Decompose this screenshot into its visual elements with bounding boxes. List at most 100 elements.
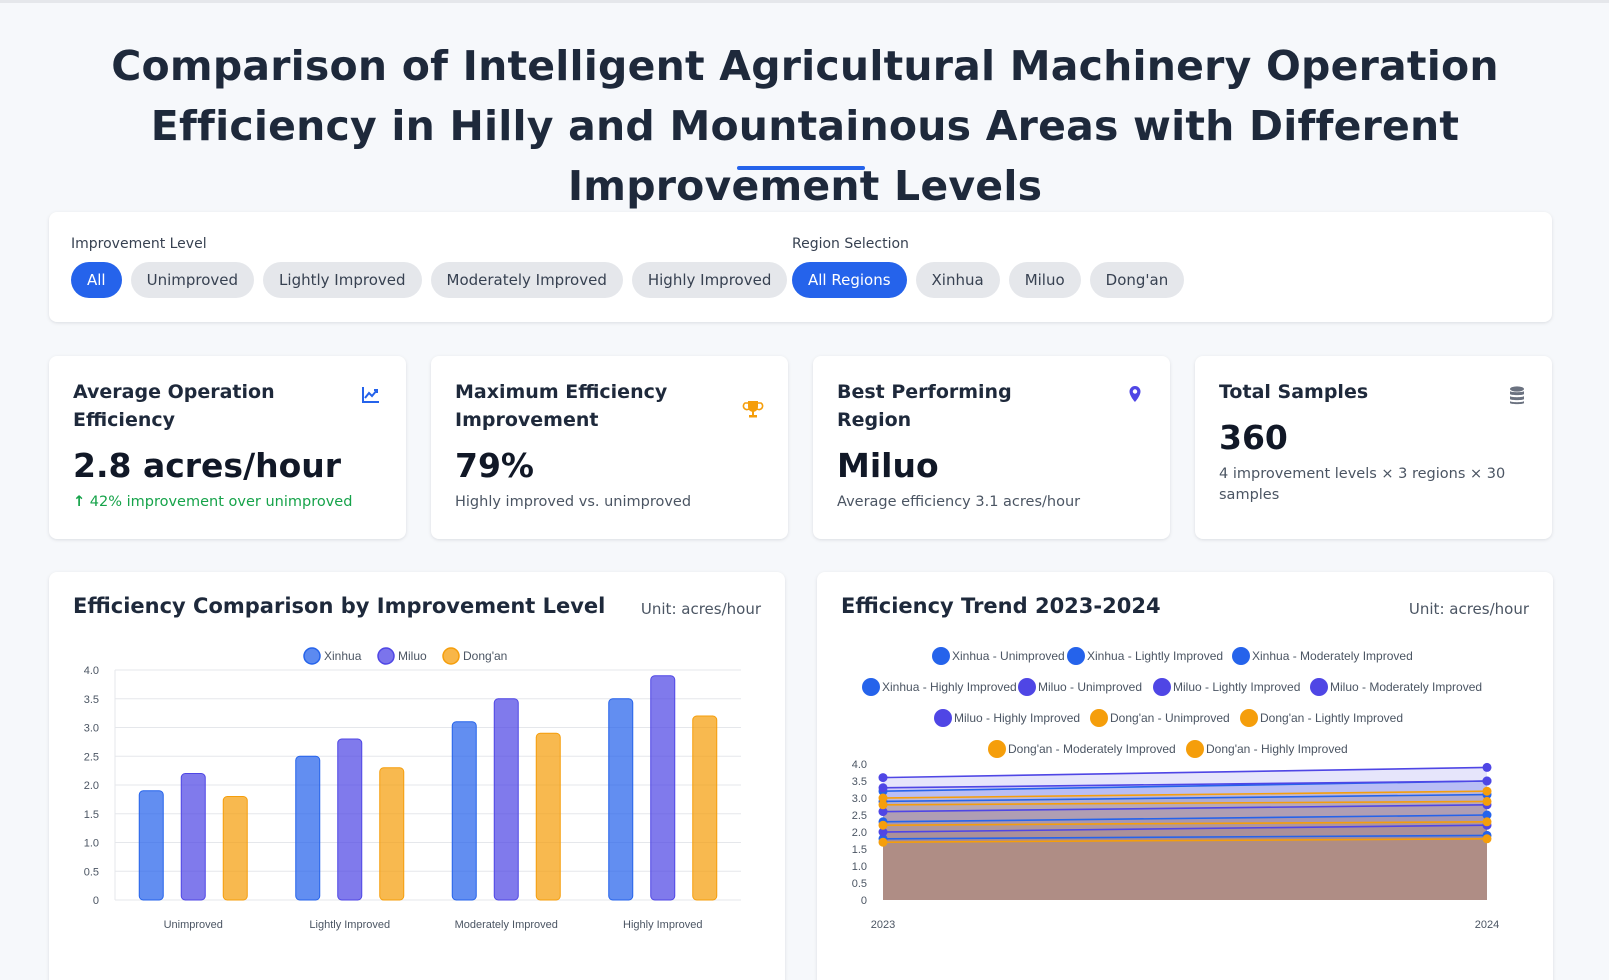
stat-card-best-region: Best Performing Region Miluo Average eff… (813, 356, 1170, 539)
x-tick-label: Lightly Improved (309, 919, 390, 931)
y-tick-label: 0 (93, 895, 99, 907)
point-dong-an-lightly-improved-2023 (878, 820, 888, 830)
bar-xinhua-highly-improved (608, 698, 634, 901)
stat-card-average-efficiency: Average Operation Efficiency 2.8 acres/h… (49, 356, 406, 539)
legend-label-xinhua-unimproved: Xinhua - Unimproved (952, 649, 1065, 663)
line-dong-an-highly-improved (882, 790, 1488, 799)
point-dong-an-unimproved-2023 (878, 837, 888, 847)
line-miluo-unimproved (882, 824, 1488, 833)
improvement-option-lightly-improved[interactable]: Lightly Improved (263, 262, 422, 298)
bar-chart-title: Efficiency Comparison by Improvement Lev… (73, 594, 606, 618)
legend-label-dong-an: Dong'an (463, 649, 507, 663)
y-tick-label: 3.0 (84, 723, 99, 735)
line-miluo-lightly-improved (882, 804, 1488, 813)
point-miluo-lightly-improved-2023 (878, 807, 888, 817)
bar-chart-legend: Xinhua Miluo Dong'an (303, 647, 507, 665)
region-option-xinhua[interactable]: Xinhua (915, 262, 1000, 298)
improvement-option-highly-improved[interactable]: Highly Improved (631, 262, 788, 298)
bar-dong-an-moderately-improved (535, 732, 561, 901)
bar-chart-card: Xinhua Miluo Dong'an 0 0.5 1.0 1.5 2.0 2.5 3.0 3.5… (49, 572, 785, 980)
area-miluo-highly-improved (883, 767, 1487, 900)
trend-chart-card: Xinhua - Unimproved Xinhua - Lightly Impr… (817, 572, 1553, 980)
stat-note: Average efficiency 3.1 acres/hour (837, 494, 1081, 510)
stat-value: 2.8 acres/hour (73, 446, 342, 485)
bar-xinhua-unimproved (138, 790, 164, 901)
bar-miluo-highly-improved (650, 675, 676, 901)
y-tick-label: 3.5 (84, 694, 99, 706)
x-tick-label: 2024 (1475, 919, 1499, 931)
improvement-option-all[interactable]: All (71, 262, 122, 298)
stat-value: 360 (1219, 418, 1288, 457)
line-xinhua-moderately-improved (882, 793, 1488, 803)
filter-panel: Improvement Level All Unimproved Lightly I… (49, 212, 1552, 322)
line-xinhua-lightly-improved (882, 814, 1488, 823)
bar-dong-an-unimproved (222, 796, 248, 901)
stat-title: Average Operation Efficiency (73, 381, 275, 431)
point-xinhua-lightly-improved-2024 (1482, 810, 1492, 820)
legend-label-miluo-unimproved: Miluo - Unimproved (1038, 680, 1142, 694)
point-dong-an-moderately-improved-2024 (1482, 796, 1492, 806)
point-miluo-moderately-improved-2023 (878, 783, 888, 793)
y-tick-label: 0.5 (84, 866, 99, 878)
legend-swatch-miluo (377, 647, 395, 665)
y-tick-label: 2.5 (852, 810, 867, 822)
y-tick-label: 1.5 (852, 844, 867, 856)
legend-swatch-xinhua-lightly-improved (1067, 647, 1085, 665)
x-tick-label: 2023 (871, 919, 895, 931)
area-miluo-lightly-improved (883, 804, 1487, 900)
improvement-option-moderately-improved[interactable]: Moderately Improved (430, 262, 623, 298)
y-tick-label: 2.0 (852, 827, 867, 839)
y-tick-label: 2.0 (84, 780, 99, 792)
legend-label-miluo-highly-improved: Miluo - Highly Improved (954, 711, 1080, 725)
legend-swatch-miluo-highly-improved (934, 709, 952, 727)
y-tick-label: 4.0 (852, 759, 867, 771)
legend-label-dong-an-lightly-improved: Dong'an - Lightly Improved (1260, 711, 1403, 725)
region-option-all-regions[interactable]: All Regions (792, 262, 907, 298)
map-pin-icon (1129, 386, 1141, 402)
chart-line-icon (362, 387, 379, 403)
point-dong-an-unimproved-2024 (1482, 834, 1492, 844)
stat-title: Best Performing Region (837, 381, 1012, 431)
area-miluo-unimproved (883, 825, 1487, 900)
database-icon (1510, 386, 1524, 405)
legend-label-dong-an-moderately-improved: Dong'an - Moderately Improved (1008, 742, 1176, 756)
line-xinhua-unimproved (882, 834, 1488, 840)
improvement-filter: Improvement Level All Unimproved Lightly I… (71, 236, 788, 298)
bar-miluo-moderately-improved (493, 698, 519, 901)
legend-swatch-xinhua-moderately-improved (1232, 647, 1250, 665)
legend-label-dong-an-highly-improved: Dong'an - Highly Improved (1206, 742, 1348, 756)
y-tick-label: 3.0 (852, 793, 867, 805)
bar-miluo-unimproved (180, 773, 206, 901)
line-miluo-highly-improved (882, 766, 1488, 779)
region-option-miluo[interactable]: Miluo (1008, 262, 1081, 298)
improvement-option-unimproved[interactable]: Unimproved (130, 262, 255, 298)
stat-card-total-samples: Total Samples 360 4 improvement levels ×… (1195, 356, 1552, 539)
point-miluo-moderately-improved-2024 (1482, 776, 1492, 786)
stat-note: 4 improvement levels × 3 regions × 30 sa… (1219, 466, 1506, 503)
point-miluo-unimproved-2023 (878, 827, 888, 837)
bar-miluo-lightly-improved (337, 738, 363, 901)
region-options: All Regions Xinhua Miluo Dong'an (792, 262, 1185, 298)
stat-title: Maximum Efficiency Improvement (455, 381, 668, 431)
legend-swatch-dong-an-unimproved (1090, 709, 1108, 727)
stat-note: ↑ 42% improvement over unimproved (73, 492, 382, 513)
legend-label-xinhua-lightly-improved: Xinhua - Lightly Improved (1087, 649, 1223, 663)
trend-chart: Xinhua - Unimproved Xinhua - Lightly Impr… (852, 647, 1499, 931)
region-filter: Region Selection All Regions Xinhua Miluo D… (792, 236, 1185, 298)
page-title: Comparison of Intelligent Agricultural M… (111, 42, 1499, 210)
legend-swatch-xinhua-highly-improved (862, 678, 880, 696)
legend-swatch-dong-an (442, 647, 460, 665)
legend-swatch-dong-an-lightly-improved (1240, 709, 1258, 727)
point-dong-an-highly-improved-2023 (878, 793, 888, 803)
region-option-dong-an[interactable]: Dong'an (1089, 262, 1185, 298)
bar-dong-an-highly-improved (692, 715, 718, 901)
improvement-options: All Unimproved Lightly Improved Moderately … (71, 262, 788, 298)
bar-xinhua-lightly-improved (295, 755, 321, 901)
y-tick-label: 3.5 (852, 776, 867, 788)
legend-label-xinhua: Xinhua (324, 649, 362, 663)
legend-swatch-xinhua-unimproved (932, 647, 950, 665)
area-xinhua-moderately-improved (883, 794, 1487, 900)
y-tick-label: 1.0 (84, 838, 99, 850)
bar-dong-an-lightly-improved (379, 767, 405, 901)
legend-swatch-xinhua (303, 647, 321, 665)
